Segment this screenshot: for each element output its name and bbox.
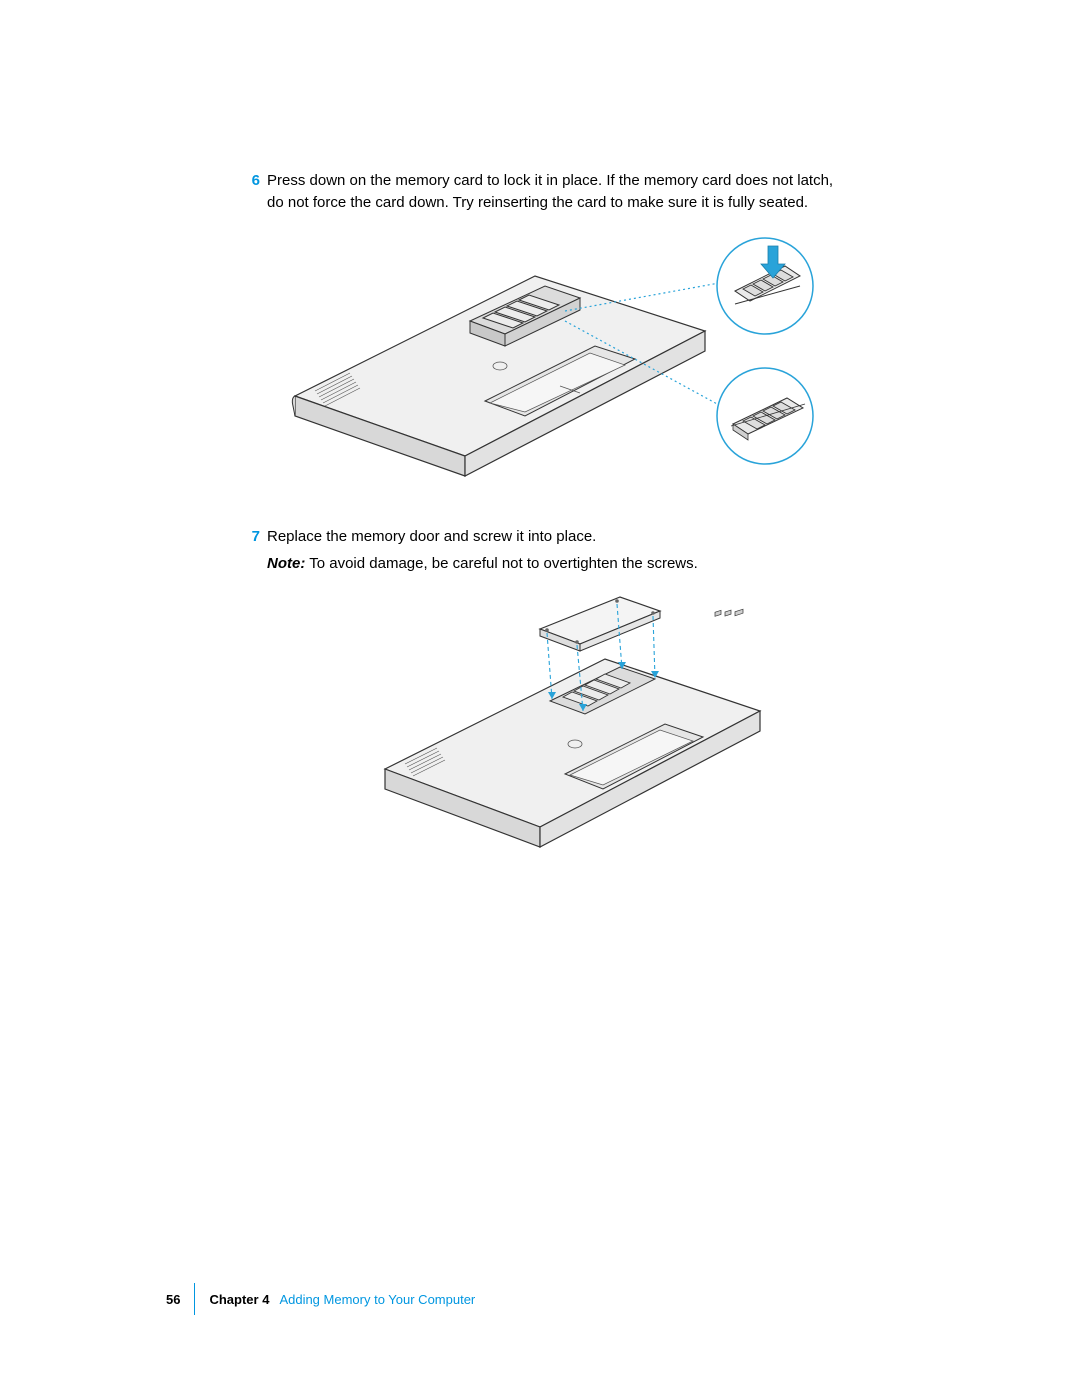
step-text: Press down on the memory card to lock it… [267, 170, 835, 214]
note-label: Note: [267, 555, 305, 572]
figure-replace-door [365, 589, 765, 869]
note: Note: To avoid damage, be careful not to… [267, 553, 835, 575]
chapter-label: Chapter 4 [209, 1292, 269, 1307]
step-6: 6 Press down on the memory card to lock … [245, 170, 835, 214]
figure-memory-insert [265, 226, 825, 506]
page-content: 6 Press down on the memory card to lock … [245, 170, 835, 869]
step-text: Replace the memory door and screw it int… [267, 526, 596, 548]
step-number: 7 [245, 528, 267, 545]
step-7: 7 Replace the memory door and screw it i… [245, 526, 835, 548]
step-number: 6 [245, 172, 267, 189]
note-text: To avoid damage, be careful not to overt… [305, 555, 697, 572]
chapter-title: Adding Memory to Your Computer [279, 1292, 475, 1307]
page-number: 56 [166, 1292, 180, 1307]
page-footer: 56 Chapter 4 Adding Memory to Your Compu… [166, 1283, 475, 1315]
footer-separator [194, 1283, 195, 1315]
